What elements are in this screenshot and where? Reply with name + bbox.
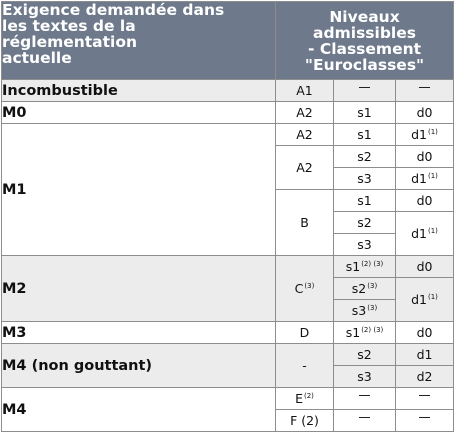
droplets-cell: d1(1) bbox=[394, 277, 455, 322]
euroclass-value: E bbox=[295, 391, 303, 406]
smoke-cell: s1(2) (3) bbox=[333, 321, 396, 344]
header-levels-line-2: admissibles bbox=[313, 23, 416, 42]
row-m2-1: M2 C(3) s1(2) (3) d0 bbox=[1, 255, 455, 322]
euroclass-cell: - bbox=[275, 343, 334, 388]
requirement-label: M1 bbox=[1, 123, 276, 256]
row-m3: M3 D s1(2) (3) d0 bbox=[1, 321, 455, 344]
droplets-value: d1 bbox=[411, 127, 427, 142]
smoke-cell: s2 bbox=[333, 343, 396, 366]
requirement-label: M4 bbox=[1, 387, 276, 432]
dash-mark: _ bbox=[419, 86, 431, 103]
droplets-cell: d2 bbox=[394, 365, 455, 388]
requirement-label: M4 (non gouttant) bbox=[1, 343, 276, 388]
smoke-cell: s1(2) (3) bbox=[333, 255, 396, 278]
smoke-cell: _ bbox=[333, 409, 396, 433]
footnote-ref: (1) bbox=[428, 172, 438, 180]
euroclasses-table: Exigence demandée dans les textes de la … bbox=[1, 1, 455, 433]
droplets-cell: d0 bbox=[394, 189, 455, 212]
droplets-cell: _ bbox=[394, 79, 455, 103]
droplets-cell: _ bbox=[394, 387, 455, 411]
smoke-cell: s3 bbox=[333, 365, 396, 388]
smoke-cell: _ bbox=[333, 79, 396, 103]
droplets-value: d1 bbox=[411, 292, 427, 307]
footnote-ref: (3) bbox=[304, 282, 315, 290]
header-levels: Niveaux admissibles - Classement "Eurocl… bbox=[274, 1, 455, 80]
requirement-label: Incombustible bbox=[1, 79, 276, 102]
dash-mark: _ bbox=[359, 394, 370, 411]
footnote-ref: (2) bbox=[303, 392, 314, 400]
smoke-cell: s3(3) bbox=[333, 299, 396, 322]
footnote-ref: (1) bbox=[428, 128, 438, 136]
smoke-cell: s1 bbox=[333, 101, 396, 124]
footnote-ref: (3) bbox=[367, 282, 378, 290]
droplets-cell: _ bbox=[394, 409, 455, 433]
row-m4-non-gouttant-2: s3 d2 bbox=[2, 365, 455, 388]
droplets-cell: d1(1) bbox=[394, 123, 455, 146]
row-m1-6: s3 bbox=[2, 233, 454, 256]
row-m1-1: M1 A2 s1 d1(1) bbox=[1, 123, 455, 256]
header-levels-line-4: "Euroclasses" bbox=[304, 55, 425, 74]
row-incombustible: Incombustible A1 _ _ bbox=[1, 79, 455, 103]
euroclass-cell: A1 bbox=[275, 79, 334, 102]
droplets-cell: d0 bbox=[394, 101, 455, 124]
droplets-cell: d0 bbox=[394, 145, 455, 168]
row-m1-2: A2 s2 d0 bbox=[2, 145, 455, 190]
header-requirement-line-1: Exigence demandée dans bbox=[2, 1, 225, 19]
smoke-value: s1 bbox=[345, 259, 361, 274]
row-m4-1: M4 E(2) _ _ bbox=[1, 387, 455, 432]
euroclass-cell: A2 bbox=[275, 123, 334, 146]
row-m4-2: F (2) _ _ bbox=[2, 409, 455, 433]
requirement-label: M2 bbox=[1, 255, 276, 322]
smoke-cell: s3 bbox=[333, 167, 396, 190]
footnote-ref: (3) bbox=[367, 304, 378, 312]
dash-mark: _ bbox=[359, 86, 370, 103]
smoke-cell: s1 bbox=[333, 189, 396, 212]
smoke-cell: s2 bbox=[333, 211, 396, 234]
droplets-cell: d0 bbox=[394, 255, 455, 278]
smoke-cell: s1 bbox=[333, 123, 396, 146]
euroclass-cell: E(2) bbox=[275, 387, 334, 410]
euroclass-cell: A2 bbox=[275, 101, 334, 124]
dash-mark: _ bbox=[419, 416, 431, 433]
header-levels-line-3: - Classement bbox=[307, 39, 422, 58]
euroclass-cell: D bbox=[275, 321, 334, 344]
euroclass-cell: C(3) bbox=[275, 255, 334, 322]
row-m1-5: s2 d1(1) bbox=[2, 211, 455, 256]
euroclass-cell: F (2) bbox=[275, 409, 334, 432]
droplets-value: d1 bbox=[411, 226, 427, 241]
requirement-label: M0 bbox=[1, 101, 276, 124]
footnote-ref: (1) bbox=[428, 293, 438, 301]
smoke-value: s3 bbox=[351, 303, 367, 318]
header-requirement-line-3: actuelle bbox=[2, 49, 72, 67]
euroclass-cell: A2 bbox=[275, 145, 334, 190]
euroclass-cell: B bbox=[275, 189, 334, 256]
droplets-cell: d1(1) bbox=[394, 211, 455, 256]
dash-mark: _ bbox=[359, 416, 370, 433]
smoke-cell: s2 bbox=[333, 145, 396, 168]
euroclass-value: C bbox=[294, 281, 304, 296]
smoke-cell: s2(3) bbox=[333, 277, 396, 300]
smoke-cell: s3 bbox=[333, 233, 396, 256]
row-m4-non-gouttant-1: M4 (non gouttant) - s2 d1 bbox=[1, 343, 455, 388]
dash-mark: _ bbox=[419, 394, 431, 411]
header-row: Exigence demandée dans les textes de la … bbox=[1, 1, 455, 80]
droplets-cell: d1(1) bbox=[394, 167, 455, 190]
header-requirement: Exigence demandée dans les textes de la … bbox=[1, 1, 276, 80]
smoke-cell: _ bbox=[333, 387, 396, 411]
droplets-value: d1 bbox=[411, 171, 427, 186]
footnote-ref: (1) bbox=[428, 227, 438, 235]
row-m0: M0 A2 s1 d0 bbox=[1, 101, 455, 124]
row-m1-4: B s1 d0 bbox=[2, 189, 455, 256]
header-requirement-line-2: les textes de la réglementation bbox=[2, 17, 138, 51]
requirement-label: M3 bbox=[1, 321, 276, 344]
footnote-ref: (2) (3) bbox=[361, 326, 384, 334]
droplets-cell: d1 bbox=[394, 343, 455, 366]
footnote-ref: (2) (3) bbox=[361, 260, 384, 268]
droplets-cell: d0 bbox=[394, 321, 455, 344]
header-levels-line-1: Niveaux bbox=[329, 7, 400, 26]
smoke-value: s2 bbox=[351, 281, 367, 296]
smoke-value: s1 bbox=[345, 325, 361, 340]
